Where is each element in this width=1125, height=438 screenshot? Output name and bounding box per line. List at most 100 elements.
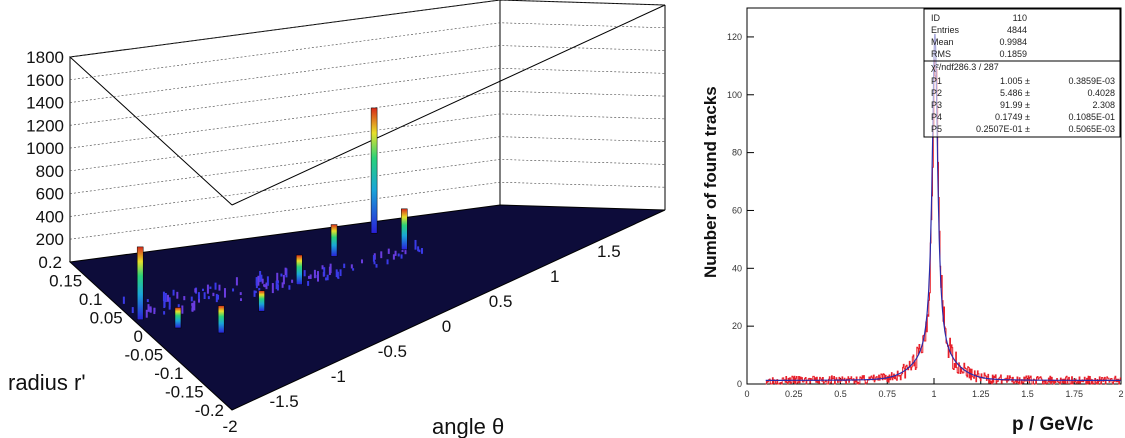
y-tick-label: 80 bbox=[732, 148, 742, 158]
x-tick-label: 0.25 bbox=[785, 389, 803, 399]
z-tick-label: 400 bbox=[36, 207, 64, 226]
z-gridline-6 bbox=[69, 45, 666, 103]
lego-plot-y-label: radius r' bbox=[8, 370, 86, 395]
stats-box-frame bbox=[923, 8, 1121, 138]
z-gridline-0 bbox=[69, 181, 666, 240]
histogram-y-ticks: 0 20 40 60 80 100 120 bbox=[727, 32, 754, 389]
lego-plot-x-label: angle θ bbox=[432, 414, 504, 438]
z-tick-label: 800 bbox=[36, 162, 64, 181]
z-tick-label: 1000 bbox=[26, 139, 64, 158]
x-tick-label: 1.25 bbox=[972, 389, 990, 399]
peak-bar-2 bbox=[217, 305, 225, 334]
fit-param-name: P5 bbox=[931, 124, 942, 134]
z-tick-label: 1800 bbox=[26, 48, 64, 67]
lego-plot-floor bbox=[68, 204, 666, 411]
z-gridline-2 bbox=[69, 136, 666, 194]
stats-value: 0.9984 bbox=[999, 37, 1027, 47]
peak-bar-0 bbox=[136, 246, 144, 321]
x-tick-label: 1 bbox=[550, 267, 559, 286]
stats-value: 4844 bbox=[1007, 25, 1027, 35]
z-gridline-4 bbox=[69, 90, 666, 149]
lego-plot-peaks bbox=[136, 107, 408, 334]
y-tick-label: -0.15 bbox=[165, 383, 204, 402]
fit-param-value: 1.005 ± bbox=[1000, 76, 1030, 86]
x-tick-label: 2 bbox=[1118, 389, 1123, 399]
z-tick-label: 200 bbox=[36, 230, 64, 249]
peak-bar-1 bbox=[174, 307, 182, 329]
y-tick-label: 0.2 bbox=[38, 253, 62, 272]
y-tick-label: 0.15 bbox=[49, 272, 82, 291]
stats-rows: ID 110 Entries 4844 Mean 0.9984 RMS 0.1859 bbox=[931, 13, 1027, 59]
fit-param-error: 0.1085E-01 bbox=[1068, 112, 1115, 122]
y-tick-label: -0.05 bbox=[125, 346, 164, 365]
fit-param-value: 5.486 ± bbox=[1000, 88, 1030, 98]
z-gridline-7 bbox=[69, 22, 666, 81]
histogram-x-ticks: 0 0.25 0.5 0.75 1 1.25 1.5 1.75 2 bbox=[744, 378, 1124, 399]
z-gridline-8 bbox=[69, 0, 666, 58]
peak-bar-5 bbox=[330, 224, 338, 257]
y-tick-label: 60 bbox=[732, 205, 742, 215]
x-tick-label: -2 bbox=[222, 417, 237, 436]
x-tick-label: 1 bbox=[931, 389, 936, 399]
fit-param-name: P4 bbox=[931, 112, 942, 122]
peak-bar-3 bbox=[258, 290, 265, 312]
y-tick-label: 0.05 bbox=[90, 309, 123, 328]
x-tick-label: -1.5 bbox=[269, 392, 298, 411]
y-tick-label: -0.2 bbox=[195, 401, 224, 420]
fit-header: χ²/ndf286.3 / 287 bbox=[931, 62, 999, 72]
y-tick-label: 0.1 bbox=[79, 290, 103, 309]
lego-plot-3d: 200 400 600 800 1000 1200 1400 1600 1800 0.20.15… bbox=[8, 0, 666, 438]
z-tick-label: 600 bbox=[36, 185, 64, 204]
y-tick-label: 100 bbox=[727, 90, 742, 100]
fit-param-name: P1 bbox=[931, 76, 942, 86]
x-tick-label: 1.75 bbox=[1065, 389, 1083, 399]
fit-param-value: 91.99 ± bbox=[1000, 100, 1030, 110]
z-tick-label: 1200 bbox=[26, 116, 64, 135]
lego-plot-low-bins bbox=[122, 239, 423, 318]
fit-param-value: 0.2507E-01 ± bbox=[976, 124, 1030, 134]
z-gridline-1 bbox=[69, 159, 666, 217]
y-tick-label: 0 bbox=[737, 379, 742, 389]
x-tick-label: -0.5 bbox=[378, 342, 407, 361]
x-tick-label: 0 bbox=[442, 317, 451, 336]
x-tick-label: 1.5 bbox=[1021, 389, 1034, 399]
stats-label: RMS bbox=[931, 49, 951, 59]
stats-value: 0.1859 bbox=[999, 49, 1027, 59]
fit-param-error: 0.5065E-03 bbox=[1068, 124, 1115, 134]
y-tick-label: 40 bbox=[732, 263, 742, 273]
peak-bar-7 bbox=[370, 107, 378, 234]
y-tick-label: 20 bbox=[732, 321, 742, 331]
y-tick-label: 120 bbox=[727, 32, 742, 42]
lego-plot-x-ticks: -2 -1.5 -1 -0.5 0 0.5 1 1.5 bbox=[222, 242, 620, 436]
x-tick-label: 0.75 bbox=[878, 389, 896, 399]
lego-plot-frame bbox=[68, 0, 666, 262]
fit-param-name: P3 bbox=[931, 100, 942, 110]
lego-plot-gridlines bbox=[69, 0, 666, 240]
fit-param-error: 0.3859E-03 bbox=[1068, 76, 1115, 86]
stats-box: ID 110 Entries 4844 Mean 0.9984 RMS 0.1859 χ²/n… bbox=[923, 8, 1121, 138]
fit-param-error: 0.4028 bbox=[1087, 88, 1115, 98]
stats-label: ID bbox=[931, 13, 941, 23]
fit-param-name: P2 bbox=[931, 88, 942, 98]
peak-bar-6 bbox=[401, 208, 408, 251]
z-tick-label: 1400 bbox=[26, 94, 64, 113]
y-tick-label: 0 bbox=[134, 327, 143, 346]
peak-bar-4 bbox=[296, 254, 303, 285]
z-gridline-3 bbox=[69, 113, 666, 172]
stats-label: Entries bbox=[931, 25, 960, 35]
fit-param-error: 2.308 bbox=[1092, 100, 1115, 110]
x-tick-label: 1.5 bbox=[597, 242, 621, 261]
stats-value: 110 bbox=[1013, 13, 1027, 23]
histogram-x-label: p / GeV/c bbox=[1012, 414, 1094, 435]
z-tick-label: 1600 bbox=[26, 71, 64, 90]
fit-parameter-rows: P1 1.005 ± 0.3859E-03 P2 5.486 ± 0.4028 P3 91.9… bbox=[931, 76, 1115, 134]
lego-plot-z-ticks: 200 400 600 800 1000 1200 1400 1600 1800 bbox=[26, 48, 64, 249]
y-tick-label: -0.1 bbox=[154, 364, 183, 383]
x-tick-label: 0 bbox=[744, 389, 749, 399]
fit-param-value: 0.1749 ± bbox=[995, 112, 1030, 122]
frame-top bbox=[68, 0, 666, 206]
histogram-y-label: Number of found tracks bbox=[701, 86, 720, 278]
lego-plot-y-ticks: 0.20.150.10.05 0-0.05-0.1-0.15-0.2 bbox=[38, 253, 224, 420]
fit-curve bbox=[765, 33, 1121, 381]
